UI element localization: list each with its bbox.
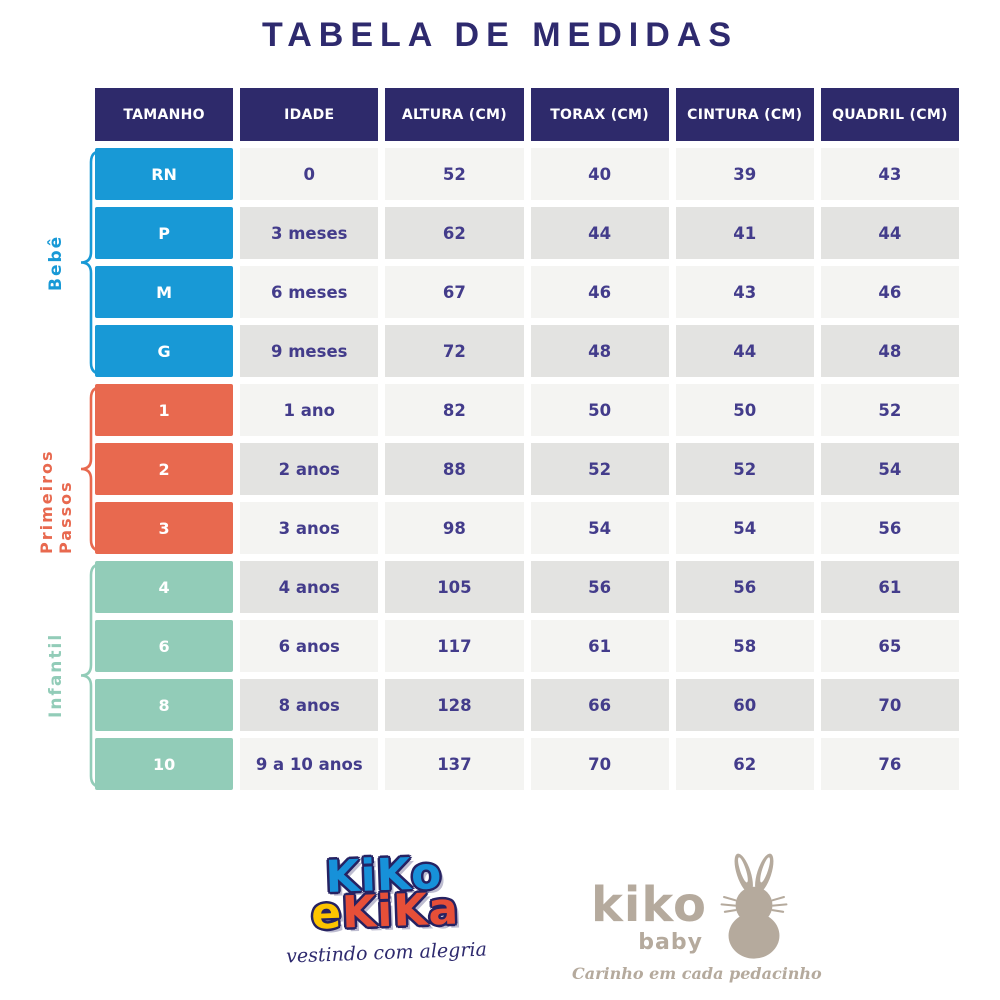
data-cell: 65	[820, 620, 959, 672]
size-cell: 6	[95, 620, 234, 672]
data-cell: 44	[530, 207, 669, 259]
data-cell: 6 meses	[240, 266, 379, 318]
data-cell: 67	[385, 266, 524, 318]
data-cell: 82	[385, 384, 524, 436]
data-cell: 41	[675, 207, 814, 259]
group-label-infantil: Infantil	[46, 632, 66, 719]
data-cell: 3 anos	[240, 502, 379, 554]
data-cell: 2 anos	[240, 443, 379, 495]
page-title: TABELA DE MEDIDAS	[262, 16, 738, 54]
data-cell: 70	[820, 679, 959, 731]
size-table: TAMANHO IDADE ALTURA (CM) TORAX (CM) CINTURA…	[95, 88, 959, 790]
size-cell: 8	[95, 679, 234, 731]
kiko-baby-logo: kiko baby	[572, 848, 822, 983]
data-cell: 50	[530, 384, 669, 436]
data-cell: 62	[385, 207, 524, 259]
size-cell: 4	[95, 561, 234, 613]
data-cell: 4 anos	[240, 561, 379, 613]
header-cell: IDADE	[240, 88, 379, 141]
kiko-baby-tagline: Carinho em cada pedacinho	[572, 964, 822, 983]
data-cell: 52	[385, 148, 524, 200]
header-cell: ALTURA (CM)	[385, 88, 524, 141]
data-cell: 39	[675, 148, 814, 200]
data-cell: 52	[675, 443, 814, 495]
data-cell: 58	[675, 620, 814, 672]
brace-bebe	[80, 149, 104, 376]
size-cell: M	[95, 266, 234, 318]
data-cell: 43	[675, 266, 814, 318]
kiko-e-kika-logo: KiKo eKiKa vestindo com alegria	[273, 848, 497, 968]
data-cell: 54	[820, 443, 959, 495]
size-cell: 3	[95, 502, 234, 554]
data-cell: 60	[675, 679, 814, 731]
data-cell: 72	[385, 325, 524, 377]
data-cell: 128	[385, 679, 524, 731]
data-cell: 52	[530, 443, 669, 495]
data-cell: 48	[820, 325, 959, 377]
data-cell: 76	[820, 738, 959, 790]
data-cell: 137	[385, 738, 524, 790]
data-cell: 61	[530, 620, 669, 672]
data-cell: 61	[820, 561, 959, 613]
data-cell: 70	[530, 738, 669, 790]
data-cell: 54	[530, 502, 669, 554]
header-cell: QUADRIL (CM)	[820, 88, 959, 141]
data-cell: 62	[675, 738, 814, 790]
data-cell: 46	[530, 266, 669, 318]
size-cell: G	[95, 325, 234, 377]
data-cell: 44	[675, 325, 814, 377]
header-cell: CINTURA (CM)	[675, 88, 814, 141]
kika-wordmark: KiKa	[341, 883, 460, 939]
data-cell: 56	[820, 502, 959, 554]
brace-infantil	[80, 562, 104, 789]
data-cell: 6 anos	[240, 620, 379, 672]
header-cell: TAMANHO	[95, 88, 234, 141]
kiko-baby-sub: baby	[638, 930, 703, 956]
data-cell: 3 meses	[240, 207, 379, 259]
data-cell: 9 meses	[240, 325, 379, 377]
data-cell: 117	[385, 620, 524, 672]
data-cell: 48	[530, 325, 669, 377]
data-cell: 52	[820, 384, 959, 436]
size-cell: 2	[95, 443, 234, 495]
e-letter: e	[310, 887, 343, 940]
data-cell: 88	[385, 443, 524, 495]
header-cell: TORAX (CM)	[530, 88, 669, 141]
data-cell: 40	[530, 148, 669, 200]
data-cell: 46	[820, 266, 959, 318]
kiko-baby-wordmark: kiko	[591, 877, 707, 933]
data-cell: 44	[820, 207, 959, 259]
data-cell: 66	[530, 679, 669, 731]
group-label-bebe: Bebê	[46, 234, 66, 291]
data-cell: 43	[820, 148, 959, 200]
size-cell: 10	[95, 738, 234, 790]
size-cell: 1	[95, 384, 234, 436]
size-cell: RN	[95, 148, 234, 200]
data-cell: 98	[385, 502, 524, 554]
data-cell: 8 anos	[240, 679, 379, 731]
bunny-icon	[720, 853, 788, 959]
data-cell: 1 ano	[240, 384, 379, 436]
size-cell: P	[95, 207, 234, 259]
data-cell: 56	[675, 561, 814, 613]
data-cell: 54	[675, 502, 814, 554]
data-cell: 0	[240, 148, 379, 200]
data-cell: 105	[385, 561, 524, 613]
kiko-e-kika-tagline: vestindo com alegria	[285, 938, 488, 968]
data-cell: 9 a 10 anos	[240, 738, 379, 790]
group-label-primeiros-passos: Primeiros Passos	[37, 449, 75, 554]
brace-primeiros-passos	[80, 385, 104, 553]
data-cell: 50	[675, 384, 814, 436]
data-cell: 56	[530, 561, 669, 613]
